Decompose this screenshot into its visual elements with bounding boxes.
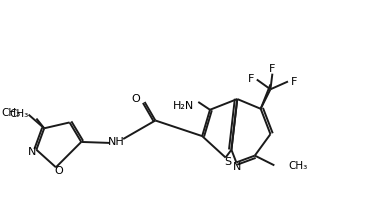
Text: N: N bbox=[233, 162, 242, 171]
Text: CH₃: CH₃ bbox=[1, 107, 21, 117]
Text: S: S bbox=[224, 157, 231, 167]
Text: CH₃: CH₃ bbox=[288, 161, 307, 170]
Text: N: N bbox=[28, 146, 37, 156]
Text: F: F bbox=[248, 73, 254, 83]
Text: O: O bbox=[131, 94, 140, 104]
Text: F: F bbox=[269, 63, 276, 74]
Text: H₂N: H₂N bbox=[173, 100, 194, 110]
Text: O: O bbox=[55, 165, 63, 175]
Text: NH: NH bbox=[108, 136, 125, 146]
Text: CH₃: CH₃ bbox=[10, 108, 29, 118]
Text: F: F bbox=[291, 77, 297, 87]
